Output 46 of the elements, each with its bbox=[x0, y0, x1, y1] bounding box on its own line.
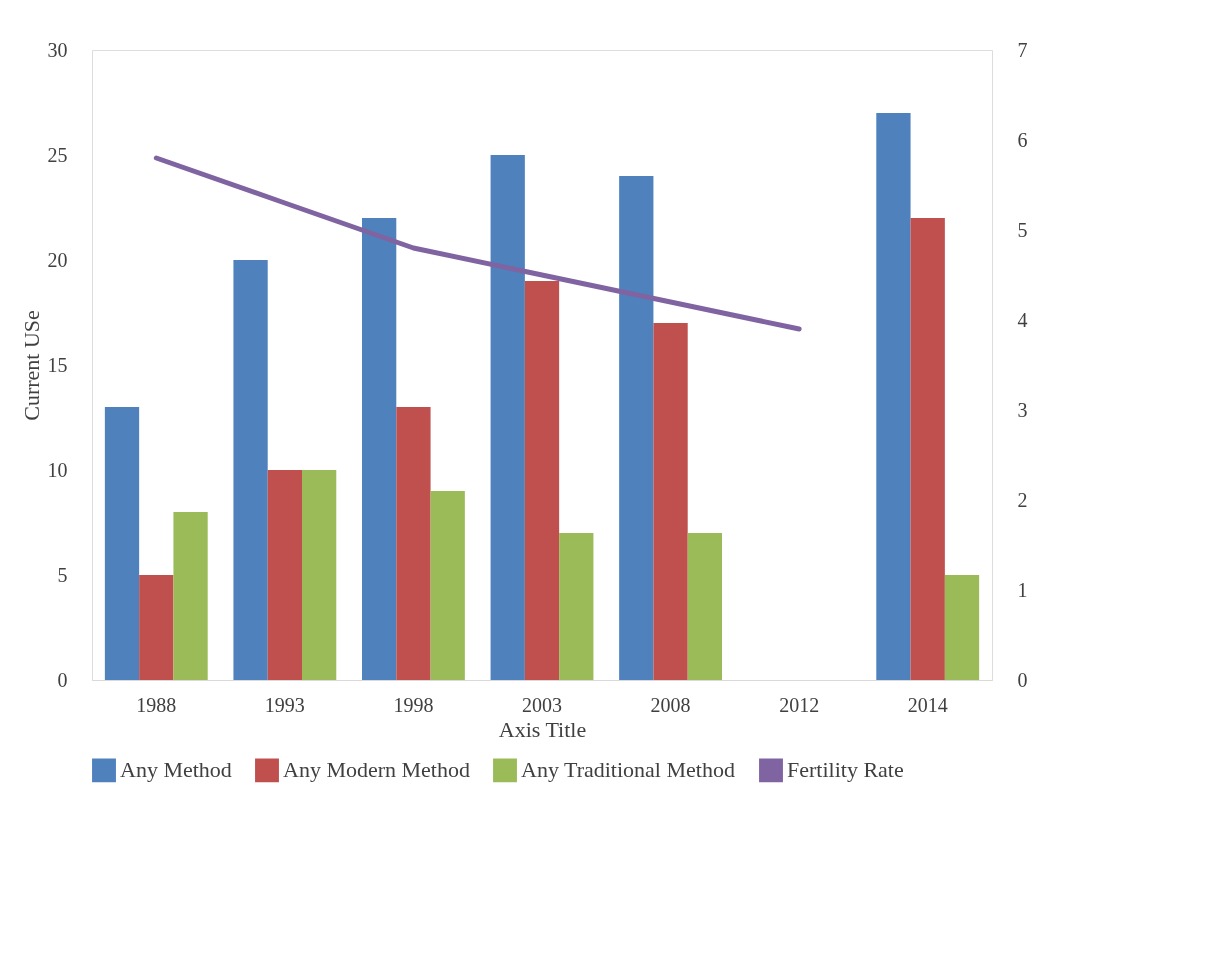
y-tick-label: 20 bbox=[47, 248, 68, 271]
legend-label: Any Modern Method bbox=[283, 757, 470, 783]
y2-tick-label: 7 bbox=[1017, 38, 1028, 61]
y2-tick-label: 2 bbox=[1017, 488, 1028, 511]
bar bbox=[524, 281, 560, 680]
bar bbox=[302, 470, 337, 680]
bar bbox=[559, 533, 594, 680]
bar bbox=[490, 155, 525, 680]
y2-tick-label: 4 bbox=[1017, 308, 1028, 331]
y-tick-label: 30 bbox=[47, 38, 68, 61]
y-tick-label: 25 bbox=[47, 143, 68, 166]
bar bbox=[362, 218, 397, 680]
bar bbox=[267, 470, 302, 680]
y2-tick-label: 1 bbox=[1017, 578, 1028, 601]
y2-tick-label: 0 bbox=[1017, 668, 1028, 691]
x-tick-label: 1998 bbox=[393, 693, 434, 716]
x-tick-label: 1993 bbox=[264, 693, 305, 716]
y-axis-title: Current USe bbox=[18, 310, 44, 421]
bar bbox=[687, 533, 722, 680]
bar bbox=[430, 491, 465, 680]
y2-tick-label: 6 bbox=[1017, 128, 1028, 151]
x-tick-label: 2008 bbox=[650, 693, 691, 716]
bar bbox=[173, 512, 208, 680]
y-tick-label: 10 bbox=[47, 458, 68, 481]
bar bbox=[104, 407, 140, 680]
bar bbox=[876, 113, 911, 680]
legend-label: Any Traditional Method bbox=[521, 757, 735, 783]
y-tick-label: 0 bbox=[57, 668, 68, 691]
y2-tick-label: 3 bbox=[1017, 398, 1028, 421]
bar bbox=[653, 323, 688, 680]
bar bbox=[233, 260, 268, 680]
bar bbox=[396, 407, 431, 680]
y-tick-label: 15 bbox=[47, 353, 68, 376]
bar bbox=[910, 218, 945, 680]
x-axis-title: Axis Title bbox=[498, 716, 587, 742]
y-tick-label: 5 bbox=[57, 563, 68, 586]
bar bbox=[139, 575, 174, 680]
legend-label: Any Method bbox=[120, 757, 232, 783]
bar bbox=[944, 575, 980, 680]
legend-label: Fertility Rate bbox=[787, 757, 904, 783]
x-tick-label: 1988 bbox=[136, 693, 177, 716]
y2-tick-label: 5 bbox=[1017, 218, 1028, 241]
x-tick-label: 2003 bbox=[522, 693, 562, 716]
x-tick-label: 2012 bbox=[779, 693, 820, 716]
x-tick-label: 2014 bbox=[907, 693, 948, 716]
bar bbox=[619, 176, 654, 680]
